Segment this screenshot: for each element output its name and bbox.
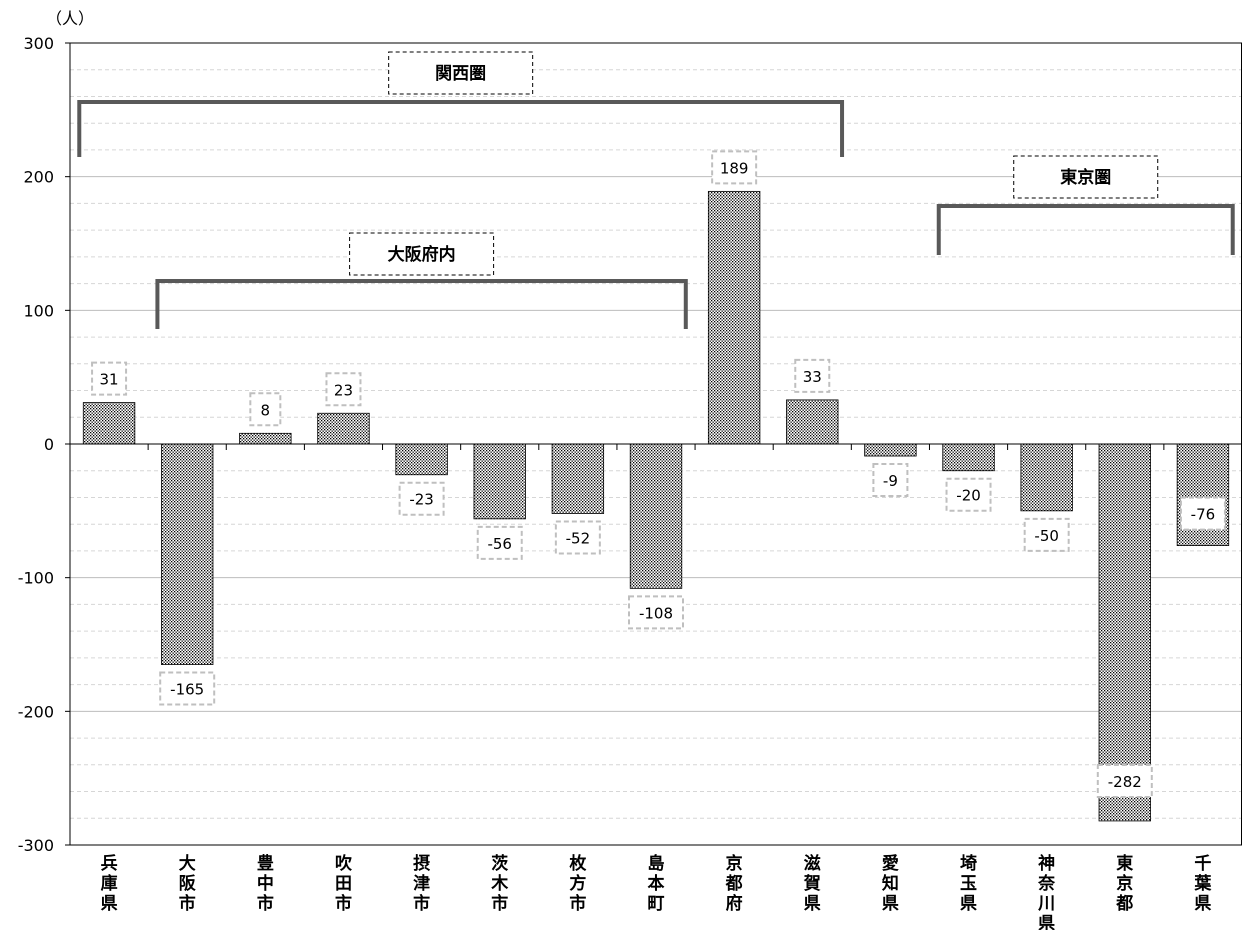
data-label: -56	[487, 535, 512, 553]
x-category-label: 神奈川県	[1037, 853, 1056, 930]
x-category-label: 東京都	[1115, 853, 1133, 914]
bar	[864, 443, 917, 457]
group-label-box	[349, 232, 495, 276]
y-tick-label: 200	[23, 168, 54, 187]
x-category-label: 埼玉県	[960, 853, 977, 914]
group-label-box	[388, 51, 534, 95]
data-label: -9	[883, 472, 898, 490]
x-category-label: 大阪市	[179, 853, 196, 914]
x-category-label: 兵庫県	[101, 853, 118, 914]
data-label-box	[91, 361, 128, 396]
bar	[551, 443, 605, 514]
data-label-box	[1179, 496, 1226, 531]
group-bracket	[77, 100, 845, 157]
bar	[161, 443, 214, 665]
data-label-box	[872, 463, 909, 498]
y-tick-label: -100	[18, 569, 54, 588]
x-category-label: 枚方市	[569, 853, 587, 914]
y-tick-label: 0	[44, 435, 54, 454]
data-label-box	[628, 595, 684, 630]
x-category-label: 滋賀県	[803, 853, 821, 914]
group-bracket	[155, 279, 688, 329]
data-label: -50	[1034, 527, 1059, 545]
x-category-label: 吹田市	[335, 853, 353, 914]
bar	[629, 443, 683, 589]
x-category-label: 京都府	[725, 853, 743, 914]
x-category-label: 茨木市	[490, 853, 509, 914]
data-label: -108	[639, 604, 673, 622]
data-label: -76	[1191, 506, 1216, 524]
unit-label: （人）	[46, 9, 94, 28]
data-label-box	[159, 671, 216, 706]
data-label: -282	[1108, 773, 1142, 791]
data-label-box	[711, 150, 758, 185]
data-label-box	[1023, 517, 1070, 552]
data-label: -52	[566, 530, 591, 548]
data-label: 33	[803, 368, 822, 386]
data-label: -165	[170, 681, 204, 699]
data-label-box	[794, 358, 831, 393]
data-label-box	[398, 481, 445, 516]
group-bracket	[936, 204, 1235, 255]
data-labels: 31 -165 8 23 -23 -56 -52 -108 189 33 -9 -20 -50 -282 -…	[91, 150, 1226, 798]
group-label: 東京圏	[1060, 167, 1111, 188]
x-category-label: 豊中市	[257, 853, 274, 914]
x-category-label: 愛知県	[881, 853, 899, 914]
y-tick-label: -300	[18, 836, 54, 855]
bar	[317, 412, 370, 445]
bar	[82, 402, 136, 445]
group-label: 大阪府内	[388, 244, 456, 265]
y-tick-labels: 300 200 100 0 -100 -200 -300	[18, 34, 54, 855]
group-label: 関西圏	[435, 64, 486, 84]
bar	[1098, 443, 1151, 822]
data-label: 23	[334, 381, 353, 399]
bar	[395, 443, 448, 476]
bar	[1020, 443, 1073, 512]
bar	[239, 432, 292, 445]
x-category-labels: 兵庫県 大阪市 豊中市 吹田市 摂津市 茨木市 枚方市 島本町 京都府 滋賀県 愛知県 埼玉県 神奈川県…	[101, 853, 1213, 930]
y-tick-label: -200	[18, 702, 54, 721]
y-tick-label: 100	[23, 301, 54, 320]
x-category-label: 千葉県	[1193, 854, 1212, 914]
data-label: 31	[100, 371, 119, 389]
group-label-box	[1013, 155, 1159, 199]
data-label: -23	[409, 491, 434, 509]
x-category-label: 摂津市	[413, 853, 430, 914]
bar	[473, 443, 526, 520]
bars	[82, 190, 1230, 822]
bar	[786, 399, 839, 445]
data-label: -20	[956, 487, 981, 505]
x-category-label: 島本町	[648, 853, 665, 914]
data-label-box	[476, 525, 523, 560]
data-label: 189	[720, 159, 749, 177]
data-label-box	[945, 477, 992, 512]
data-label-box	[1096, 763, 1153, 798]
bar	[942, 443, 995, 472]
data-label-box	[325, 372, 362, 407]
bar	[707, 190, 761, 445]
y-tick-label: 300	[23, 34, 54, 53]
data-label-box	[554, 520, 601, 555]
data-label-box	[249, 392, 282, 427]
data-label: 8	[261, 401, 271, 419]
